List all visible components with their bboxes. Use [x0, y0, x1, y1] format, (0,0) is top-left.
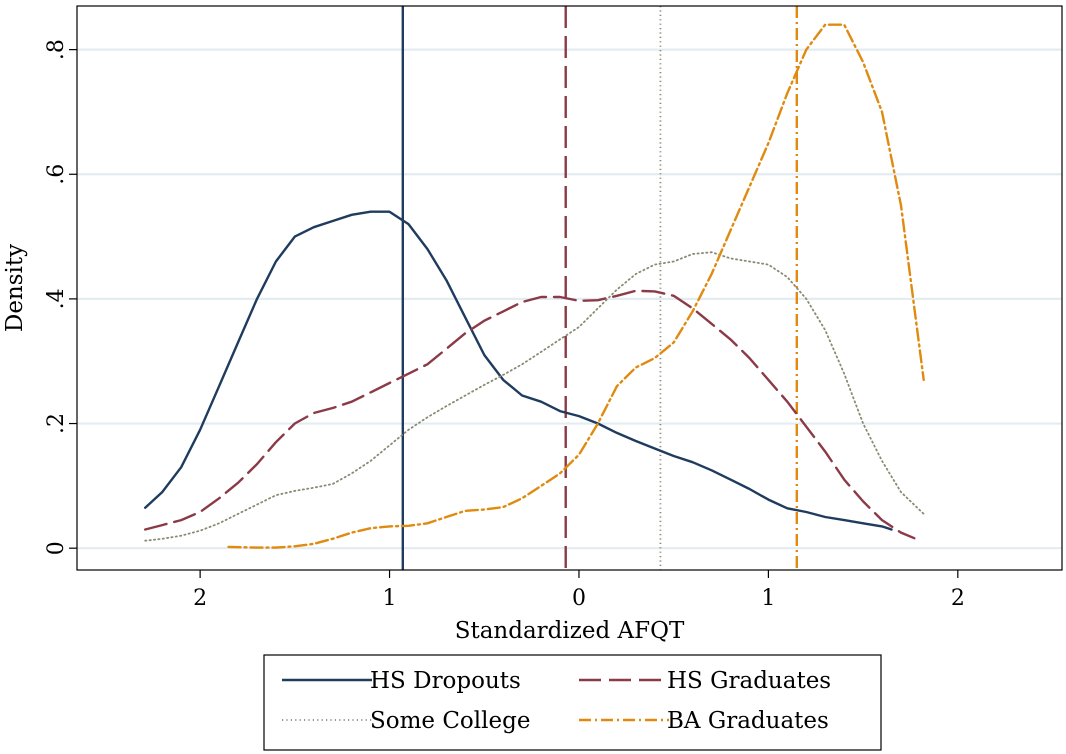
y-axis-ticks: 0 .2 .4 .6 .8 — [44, 39, 77, 555]
x-tick-label-0: 2 — [193, 586, 207, 611]
legend: HS Dropouts HS Graduates Some College BA Gr… — [263, 654, 882, 751]
series-line-2 — [144, 251, 925, 542]
legend-label-3: BA Graduates — [667, 708, 829, 734]
x-axis-ticks: 2 1 0 1 2 — [193, 570, 965, 611]
y-tick-label-2: .4 — [44, 288, 69, 309]
y-tick-label-3: .6 — [44, 164, 69, 185]
x-tick-label-4: 2 — [951, 586, 965, 611]
series-line-1 — [143, 289, 916, 540]
y-tick-label-4: .8 — [44, 39, 69, 60]
series-line-3 — [227, 23, 925, 549]
y-tick-label-0: 0 — [44, 541, 69, 555]
x-tick-label-3: 1 — [761, 586, 775, 611]
x-tick-label-2: 0 — [572, 586, 586, 611]
series-line-0 — [143, 210, 893, 531]
y-tick-label-1: .2 — [44, 413, 69, 434]
legend-label-2: Some College — [370, 708, 530, 734]
legend-label-1: HS Graduates — [667, 668, 831, 694]
density-curves — [143, 23, 925, 549]
plot-frame — [76, 5, 1063, 571]
mean-lines — [401, 6, 799, 570]
x-tick-label-1: 1 — [383, 586, 397, 611]
y-axis-title: Density — [2, 244, 28, 332]
legend-box — [263, 654, 882, 751]
legend-label-0: HS Dropouts — [370, 668, 521, 694]
x-axis-title: Standardized AFQT — [455, 618, 685, 644]
